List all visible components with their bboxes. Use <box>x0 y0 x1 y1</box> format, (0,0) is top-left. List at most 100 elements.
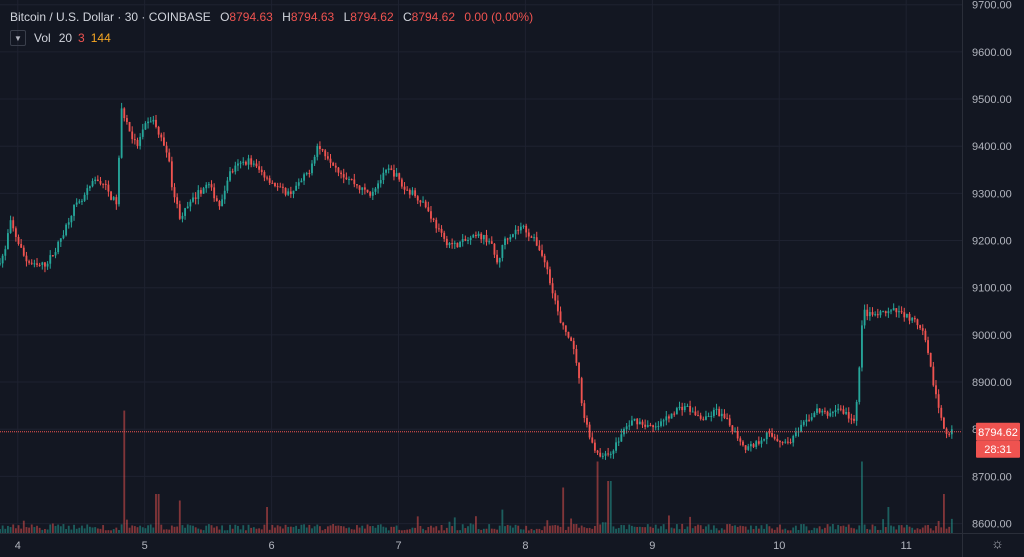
candle-body <box>73 204 75 216</box>
volume-bar <box>522 529 525 533</box>
candle-body <box>477 233 480 237</box>
volume-bar <box>670 527 673 533</box>
volume-bar <box>493 528 496 533</box>
volume-bar <box>163 529 165 533</box>
candle-body <box>207 184 210 186</box>
volume-bar <box>319 526 321 533</box>
candle-body <box>808 419 810 421</box>
volume-bar <box>313 526 316 533</box>
candle-body <box>311 163 313 174</box>
volume-bar <box>556 525 559 533</box>
volume-bar <box>385 527 387 533</box>
candle-body <box>861 325 863 368</box>
volume-bar <box>28 527 31 533</box>
candle-body <box>757 441 760 444</box>
volume-bar <box>874 526 877 533</box>
candle-body <box>67 222 70 225</box>
candle-body <box>726 417 729 419</box>
volume-bar <box>96 528 99 533</box>
volume-bar <box>863 524 866 533</box>
volume-value-1: 3 <box>78 31 85 45</box>
volume-bar <box>244 530 247 533</box>
candle-body <box>810 417 813 420</box>
volume-bar <box>266 507 268 533</box>
candle-body <box>652 425 654 428</box>
candle-body <box>223 190 226 200</box>
candle-body <box>935 385 937 395</box>
volume-bar <box>734 525 736 533</box>
price-axis[interactable]: 8600.008700.008800.008900.009000.009100.… <box>962 0 1024 557</box>
volume-length: 20 <box>58 31 73 45</box>
candle-body <box>229 171 231 181</box>
volume-bar <box>519 529 522 533</box>
candle-body <box>570 337 573 341</box>
volume-bar <box>580 525 583 533</box>
candle-body <box>416 196 419 201</box>
candle-body <box>467 239 469 241</box>
volume-bar <box>295 525 298 533</box>
candle-body <box>654 426 657 428</box>
volume-bar <box>271 524 274 533</box>
candle-body <box>120 108 123 158</box>
candle-body <box>660 421 662 426</box>
candle-body <box>247 158 250 165</box>
volume-bar <box>927 524 929 533</box>
volume-bar <box>430 525 432 533</box>
volume-bar <box>125 519 128 533</box>
candle-body <box>313 156 316 164</box>
volume-bar <box>736 526 739 533</box>
volume-bar <box>480 529 483 533</box>
candle-body <box>911 317 914 321</box>
candle-body <box>255 163 258 167</box>
volume-bar <box>382 526 385 533</box>
low-value: 8794.62 <box>350 10 394 24</box>
candle-body <box>533 237 536 239</box>
candle-body <box>546 262 549 270</box>
volume-bar <box>810 530 813 533</box>
open-label: O <box>220 10 230 24</box>
volume-bar <box>218 529 221 533</box>
volume-bar <box>607 481 610 533</box>
candle-body <box>641 421 644 425</box>
symbol-title[interactable]: Bitcoin / U.S. Dollar · 30 · COINBASE <box>10 10 211 24</box>
gear-icon[interactable]: ☼ <box>991 535 1004 551</box>
volume-bar <box>728 524 731 533</box>
volume-bar <box>765 524 768 533</box>
volume-bar <box>165 529 168 533</box>
volume-bar <box>297 528 300 533</box>
volume-bar <box>255 528 258 533</box>
candle-body <box>905 313 908 318</box>
candle-body <box>638 421 641 425</box>
volume-bar <box>895 529 898 533</box>
volume-bar <box>898 525 900 533</box>
volume-bar <box>731 525 734 533</box>
volume-bar <box>694 526 697 533</box>
volume-bar <box>363 528 366 533</box>
volume-bar <box>358 527 361 533</box>
volume-name[interactable]: Vol <box>34 31 51 45</box>
volume-bar <box>215 526 218 533</box>
volume-bar <box>636 526 639 533</box>
candle-body <box>155 119 157 127</box>
candle-body <box>17 236 20 244</box>
candle-body <box>268 178 271 183</box>
volume-bar <box>443 530 446 533</box>
candle-body <box>950 429 953 435</box>
volume-bar <box>919 529 922 533</box>
chevron-down-icon[interactable]: ▼ <box>10 30 26 46</box>
volume-bar <box>739 525 742 533</box>
volume-bar <box>65 529 68 533</box>
time-axis[interactable]: 4 5 6 7 8 9 10 11 <box>0 533 1024 553</box>
candle-body <box>411 190 414 195</box>
time-tick-label: 11 <box>900 540 911 552</box>
candle-body <box>115 197 118 205</box>
volume-bar <box>649 526 652 533</box>
candle-body <box>332 162 335 166</box>
candle-body <box>393 169 395 177</box>
price-tick-label: 9100.00 <box>972 283 1012 295</box>
volume-bar <box>824 527 826 533</box>
candle-body <box>876 314 879 316</box>
volume-bar <box>490 528 493 533</box>
candle-body <box>329 158 332 163</box>
